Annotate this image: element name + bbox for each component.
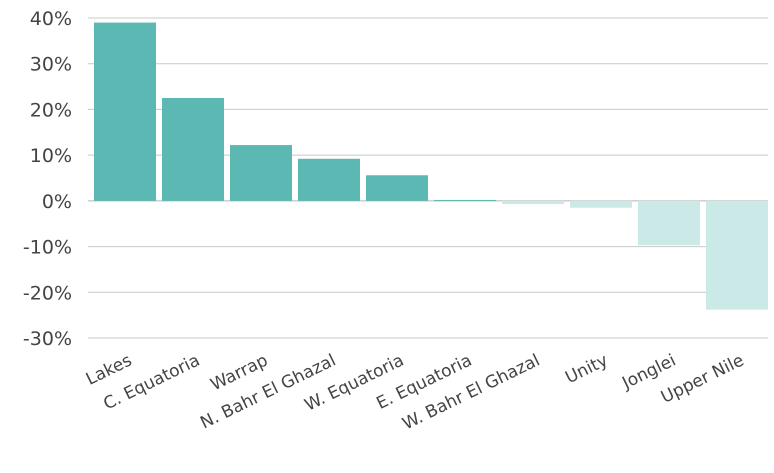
bar — [230, 145, 292, 201]
y-tick-label: -30% — [23, 328, 72, 350]
bar — [706, 200, 768, 310]
bar — [434, 199, 496, 201]
x-tick-label: Unity — [562, 351, 611, 389]
bar — [502, 200, 564, 205]
bar — [162, 98, 224, 201]
bar — [298, 158, 360, 201]
bar — [94, 22, 156, 201]
y-tick-label: 20% — [30, 99, 72, 121]
bars — [94, 22, 768, 310]
y-tick-label: 0% — [42, 191, 72, 213]
y-tick-label: 40% — [30, 8, 72, 30]
y-axis-ticks: 40% 30% 20% 10% 0% -10% -20% -30% — [23, 8, 72, 350]
bar — [366, 175, 428, 201]
y-tick-label: -20% — [23, 282, 72, 304]
bar — [638, 200, 700, 246]
y-tick-label: 10% — [30, 145, 72, 167]
y-tick-label: -10% — [23, 237, 72, 259]
bar — [570, 200, 632, 208]
y-tick-label: 30% — [30, 54, 72, 76]
